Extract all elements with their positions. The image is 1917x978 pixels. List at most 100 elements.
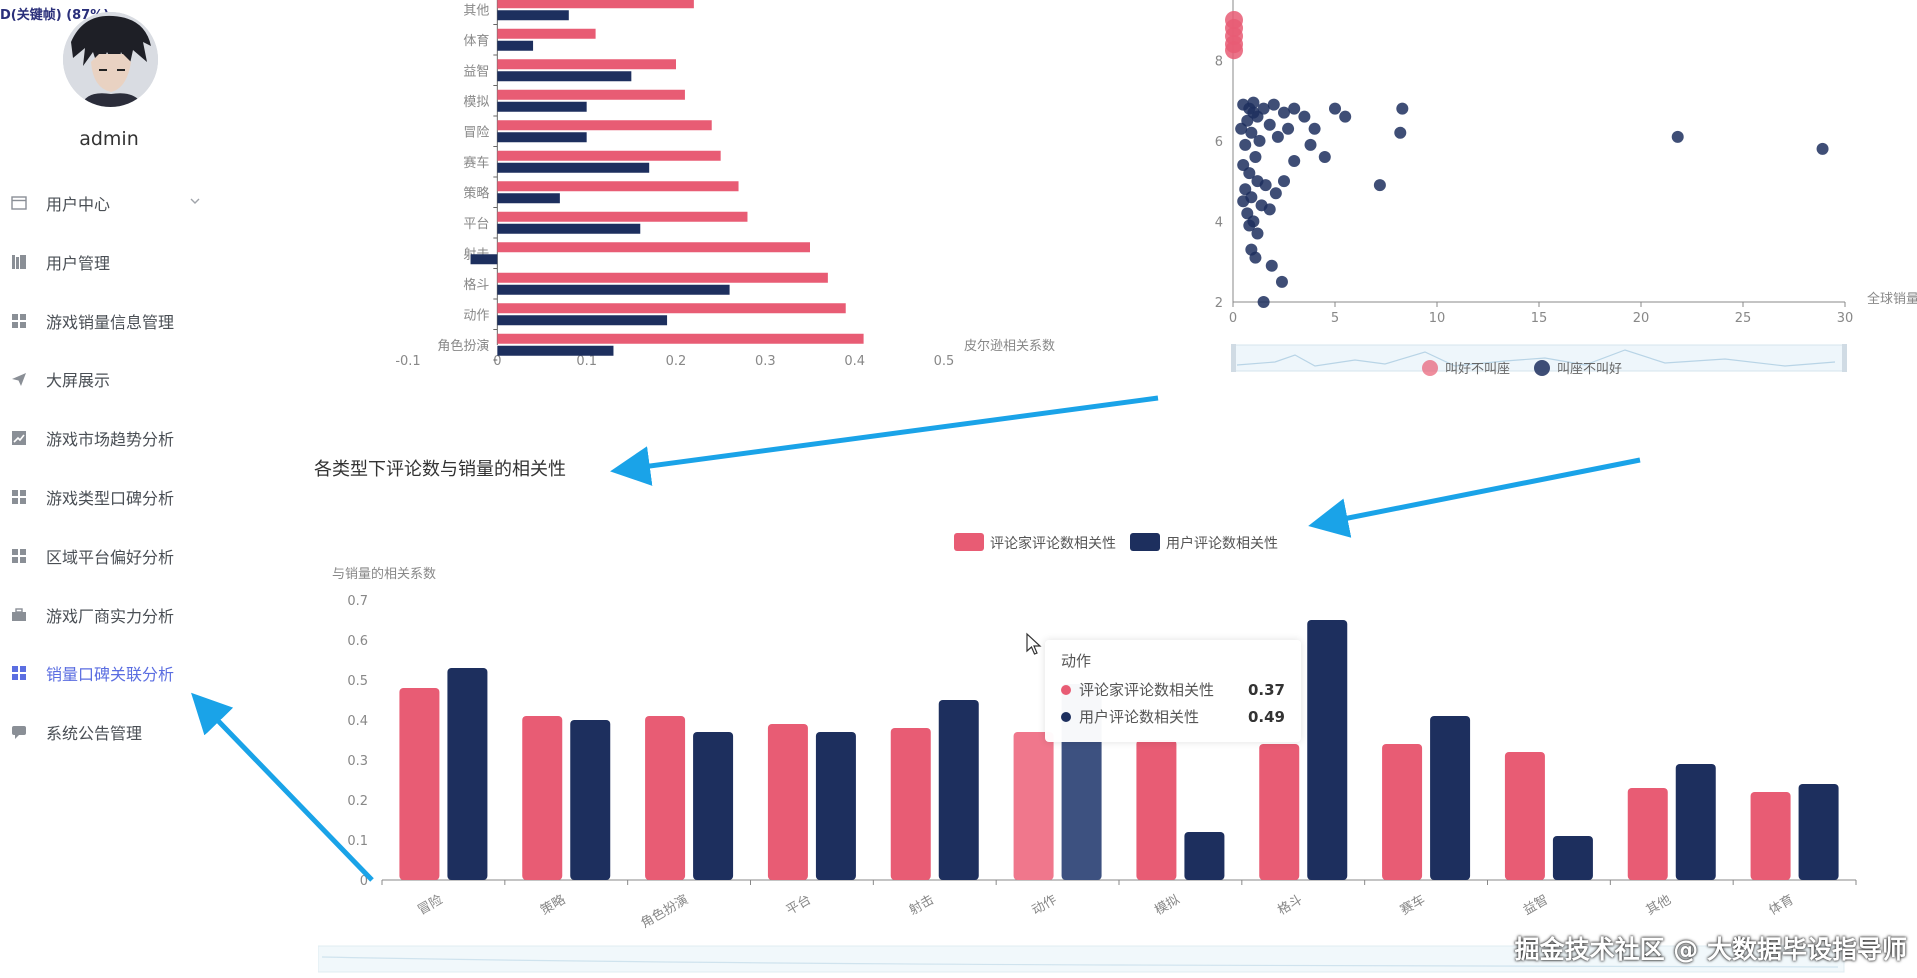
x-tick-label: 平台 [784, 892, 814, 918]
x-tick-label: 射击 [906, 892, 937, 919]
x-tick-label: 0 [1229, 311, 1237, 326]
bar [497, 71, 632, 82]
x-tick-label: 其他 [1644, 892, 1674, 918]
bar [693, 732, 734, 880]
x-tick-label: 0.1 [576, 354, 597, 369]
y-tick-label: 冒险 [463, 125, 489, 140]
scatter-point [1394, 126, 1407, 139]
chart-tooltip: 动作 评论家评论数相关性 0.37 用户评论数相关性 0.49 [1045, 640, 1301, 742]
bar [497, 211, 748, 222]
username: admin [79, 128, 139, 150]
books-icon [10, 253, 28, 271]
arrow-to-title [610, 395, 1159, 486]
scatter-point [1275, 275, 1288, 288]
bar [497, 315, 668, 326]
scatter-point [1278, 106, 1290, 119]
sidebar-item-market-trend[interactable]: 游戏市场趋势分析 [0, 418, 218, 458]
bar [1259, 744, 1300, 880]
chevron-down-icon [188, 193, 202, 207]
scatter-point [1269, 187, 1282, 200]
scatter-point [1671, 130, 1684, 143]
y-tick-label: 0.7 [347, 594, 368, 609]
x-axis-label: 全球销量 [1867, 291, 1917, 307]
legend-label: 用户评论数相关性 [1166, 535, 1278, 552]
bar [1184, 832, 1225, 880]
avatar-image [63, 12, 158, 107]
scatter-point [1245, 126, 1258, 139]
x-tick-label: -0.1 [395, 354, 420, 369]
scatter-point [1239, 138, 1252, 151]
bar [399, 688, 440, 880]
bar [497, 303, 846, 314]
scatter-point [1257, 296, 1270, 308]
scatter-point [1263, 203, 1276, 216]
sidebar-item-sales-reputation[interactable]: 销量口碑关联分析 [0, 653, 218, 693]
scatter-point [1251, 227, 1264, 240]
bar [497, 101, 587, 112]
x-tick-label: 5 [1331, 311, 1339, 326]
grid-icon [10, 488, 28, 506]
avatar[interactable] [63, 12, 158, 107]
bar [497, 345, 614, 356]
sidebar: D(关键帧) (87%) admin 用户中心 [0, 0, 218, 978]
bar [497, 193, 560, 204]
sidebar-item-label: 游戏类型口碑分析 [46, 489, 175, 508]
scatter-point [1243, 167, 1256, 180]
data-zoom-handle [1842, 344, 1847, 372]
bar [497, 10, 569, 21]
scatter-point [1304, 138, 1317, 151]
bar [522, 716, 563, 880]
bar [497, 89, 685, 100]
scatter-point [1278, 175, 1290, 188]
scatter-point [1265, 259, 1278, 272]
y-tick-label: 6 [1215, 135, 1223, 150]
sidebar-item-user-management[interactable]: 用户管理 [0, 242, 218, 282]
data-zoom-line [321, 956, 1839, 968]
sidebar-item-announcements[interactable]: 系统公告管理 [0, 712, 218, 752]
y-tick-label: 格斗 [463, 277, 489, 293]
legend-label: 评论家评论数相关性 [990, 535, 1116, 552]
scatter-point [1271, 130, 1284, 143]
legend-dot [1061, 711, 1071, 722]
y-tick-label: 0.6 [347, 634, 368, 649]
scatter-point [1243, 219, 1256, 232]
tooltip-row: 用户评论数相关性 0.49 [1061, 706, 1285, 727]
y-tick-label: 0.2 [347, 794, 368, 809]
grid-icon [10, 547, 28, 565]
y-tick-label: 策略 [463, 185, 489, 201]
bar [645, 716, 686, 880]
bar [1798, 784, 1839, 880]
sidebar-item-region-platform[interactable]: 区域平台偏好分析 [0, 536, 218, 576]
bar [497, 132, 587, 143]
bar [938, 700, 979, 880]
x-tick-label: 15 [1531, 311, 1548, 326]
y-tick-label: 2 [1215, 296, 1223, 311]
sidebar-item-publisher-strength[interactable]: 游戏厂商实力分析 [0, 595, 218, 635]
scatter-point [1249, 251, 1262, 264]
x-tick-label: 30 [1837, 311, 1854, 326]
scatter-point [1225, 41, 1244, 60]
scatter-point [1318, 150, 1331, 163]
y-tick-label: 0 [360, 874, 368, 889]
x-tick-label: 冒险 [415, 892, 445, 918]
bar [1307, 620, 1348, 880]
bar [1013, 732, 1054, 880]
bar [497, 59, 676, 70]
bar [497, 0, 694, 9]
grid-icon [10, 312, 28, 330]
bar [1627, 788, 1668, 880]
sidebar-item-sales-info[interactable]: 游戏销量信息管理 [0, 301, 218, 341]
bar [497, 242, 810, 253]
y-tick-label: 0.3 [347, 754, 368, 769]
tooltip-series-name: 评论家评论数相关性 [1079, 681, 1215, 699]
legend-swatch [954, 533, 984, 551]
sidebar-item-genre-reputation[interactable]: 游戏类型口碑分析 [0, 477, 218, 517]
sidebar-item-user-center[interactable]: 用户中心 [0, 183, 218, 223]
scatter-point [1257, 102, 1270, 115]
legend-dot [1422, 360, 1438, 376]
data-zoom-handle [1231, 344, 1236, 372]
section-title: 各类型下评论数与销量的相关性 [314, 459, 566, 480]
y-tick-label: 0.5 [347, 674, 368, 689]
tooltip-title: 动作 [1061, 652, 1092, 670]
sidebar-item-big-screen[interactable]: 大屏展示 [0, 359, 218, 399]
